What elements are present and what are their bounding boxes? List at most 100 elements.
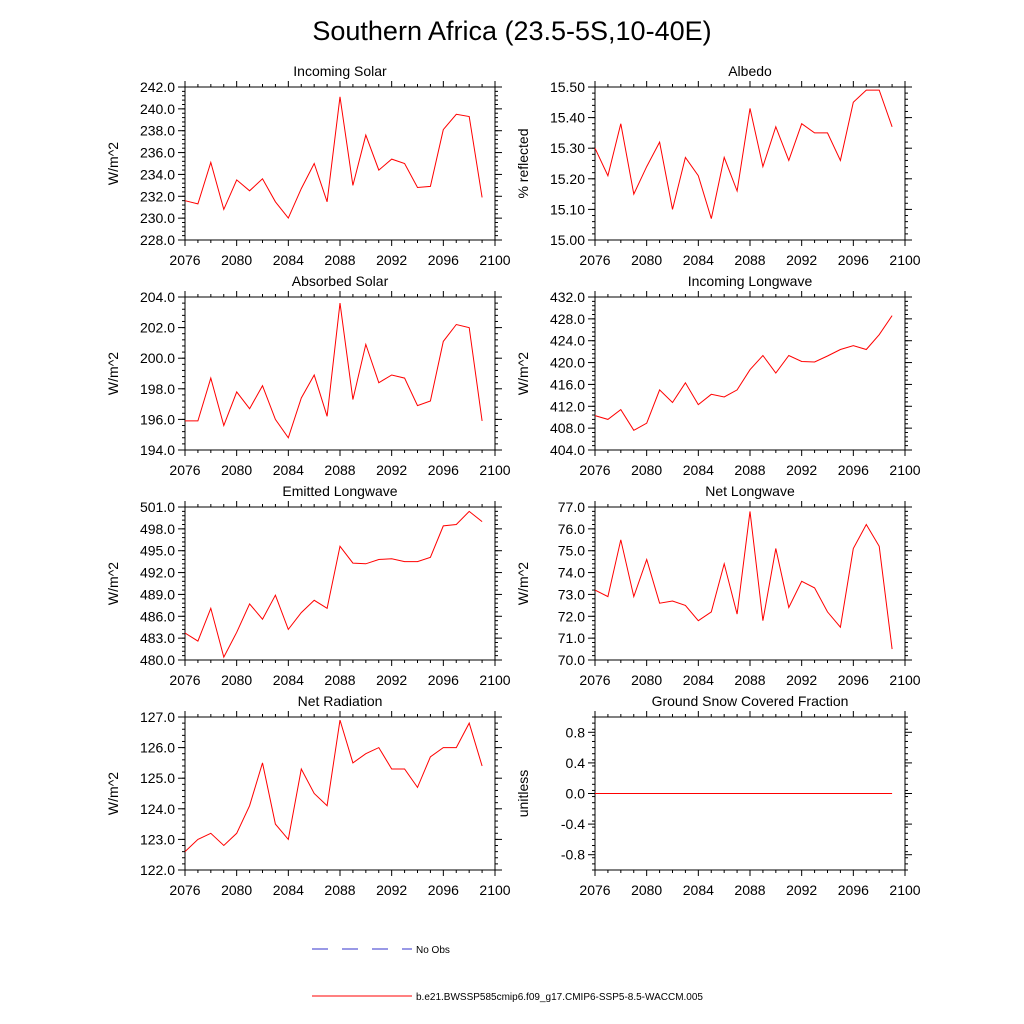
x-tick-label: 2100	[889, 882, 920, 898]
series-line-absorbed-solar	[185, 303, 483, 439]
x-tick-label: 2084	[273, 882, 304, 898]
x-tick-label: 2080	[221, 672, 252, 688]
y-tick-label: 73.0	[558, 586, 585, 602]
y-tick-label: 77.0	[558, 499, 585, 515]
y-tick-label: 198.0	[140, 381, 175, 397]
panel-title-net-longwave: Net Longwave	[705, 483, 795, 499]
y-tick-label: 492.0	[140, 565, 175, 581]
x-tick-label: 2084	[683, 882, 714, 898]
x-tick-label: 2100	[479, 882, 510, 898]
x-tick-label: 2084	[683, 252, 714, 268]
x-tick-label: 2096	[428, 252, 459, 268]
x-tick-label: 2076	[169, 252, 200, 268]
series-line-net-radiation	[184, 719, 483, 852]
figure-title: Southern Africa (23.5-5S,10-40E)	[312, 16, 711, 46]
y-tick-label: 15.50	[550, 79, 585, 95]
y-tick-label: 232.0	[140, 188, 175, 204]
x-tick-label: 2084	[273, 252, 304, 268]
y-tick-label: 420.0	[550, 355, 585, 371]
panel-net-longwave: Net Longwave 2076 2080 2084 2088 2092 2096 2100…	[515, 483, 921, 688]
x-tick-label: 2092	[786, 882, 817, 898]
x-tick-label: 2100	[889, 672, 920, 688]
panel-emitted-longwave: Emitted Longwave 2076 2080 2084 2088 2092 2096…	[105, 483, 511, 688]
plot-frame-absorbed-solar	[184, 296, 496, 451]
y-tick-label: 228.0	[140, 232, 175, 248]
x-tick-label: 2088	[324, 672, 355, 688]
y-tick-label: 126.0	[140, 740, 175, 756]
y-tick-label: 204.0	[140, 289, 175, 305]
x-tick-label: 2088	[324, 882, 355, 898]
panel-incoming-solar: Incoming Solar 2076 2080 2084 2088 2092 2096 21…	[105, 63, 511, 268]
x-tick-label: 2080	[631, 672, 662, 688]
y-axis-label-absorbed-solar: W/m^2	[105, 352, 121, 395]
y-tick-label: 200.0	[140, 350, 175, 366]
x-tick-label: 2092	[786, 672, 817, 688]
x-tick-label: 2096	[428, 882, 459, 898]
y-tick-label: 196.0	[140, 411, 175, 427]
y-tick-label: 234.0	[140, 166, 175, 182]
y-tick-label: 238.0	[140, 123, 175, 139]
y-tick-label: -0.8	[561, 847, 585, 863]
x-tick-label: 2092	[786, 252, 817, 268]
y-tick-label: 428.0	[550, 311, 585, 327]
x-tick-label: 2100	[479, 462, 510, 478]
y-tick-label: 74.0	[558, 565, 585, 581]
y-tick-label: 230.0	[140, 210, 175, 226]
series-line-incoming-longwave	[594, 315, 893, 431]
x-tick-label: 2100	[479, 252, 510, 268]
x-tick-label: 2096	[428, 672, 459, 688]
x-tick-label: 2096	[838, 672, 869, 688]
y-tick-label: 127.0	[140, 709, 175, 725]
y-tick-label: 408.0	[550, 420, 585, 436]
x-tick-label: 2092	[786, 462, 817, 478]
x-tick-label: 2088	[324, 252, 355, 268]
y-axis-label-albedo: % reflected	[515, 128, 531, 198]
y-tick-label: 15.20	[550, 171, 585, 187]
y-tick-label: 202.0	[140, 320, 175, 336]
x-tick-label: 2100	[479, 672, 510, 688]
panel-ground-snow-covered-fraction: Ground Snow Covered Fraction 2076 2080 2084…	[515, 693, 921, 898]
x-tick-label: 2092	[376, 462, 407, 478]
x-tick-label: 2084	[683, 462, 714, 478]
series-line-incoming-solar	[184, 96, 483, 220]
y-tick-label: 236.0	[140, 145, 175, 161]
y-tick-label: 70.0	[558, 652, 585, 668]
y-tick-label: 15.00	[550, 232, 585, 248]
series-line-net-longwave	[594, 511, 893, 650]
y-axis-label-incoming-solar: W/m^2	[105, 142, 121, 185]
x-tick-label: 2080	[631, 882, 662, 898]
x-tick-label: 2084	[273, 672, 304, 688]
x-tick-label: 2080	[221, 252, 252, 268]
y-tick-label: 412.0	[550, 398, 585, 414]
y-tick-label: -0.4	[561, 816, 585, 832]
x-tick-label: 2088	[324, 462, 355, 478]
y-tick-label: 416.0	[550, 376, 585, 392]
panel-absorbed-solar: Absorbed Solar 2076 2080 2084 2088 2092 2096 21…	[105, 273, 511, 478]
x-tick-label: 2088	[734, 252, 765, 268]
y-axis-label-net-radiation: W/m^2	[105, 772, 121, 815]
y-tick-label: 486.0	[140, 608, 175, 624]
plot-frame-net-radiation	[184, 716, 496, 871]
x-tick-label: 2076	[579, 462, 610, 478]
x-tick-label: 2076	[169, 672, 200, 688]
y-tick-label: 495.0	[140, 543, 175, 559]
x-tick-label: 2088	[734, 462, 765, 478]
y-tick-label: 480.0	[140, 652, 175, 668]
y-tick-label: 72.0	[558, 608, 585, 624]
y-tick-label: 432.0	[550, 289, 585, 305]
y-tick-label: 240.0	[140, 101, 175, 117]
y-tick-label: 424.0	[550, 333, 585, 349]
y-tick-label: 122.0	[140, 862, 175, 878]
y-tick-label: 76.0	[558, 521, 585, 537]
x-tick-label: 2100	[889, 252, 920, 268]
y-tick-label: 15.30	[550, 140, 585, 156]
legend: No Obs b.e21.BWSSP585cmip6.f09_g17.CMIP6…	[312, 945, 703, 1003]
y-tick-label: 0.8	[566, 724, 586, 740]
y-tick-label: 194.0	[140, 442, 175, 458]
panel-incoming-longwave: Incoming Longwave 2076 2080 2084 2088 2092 209…	[515, 273, 921, 478]
y-tick-label: 501.0	[140, 499, 175, 515]
x-tick-label: 2100	[889, 462, 920, 478]
x-tick-label: 2076	[579, 882, 610, 898]
x-tick-label: 2076	[579, 672, 610, 688]
